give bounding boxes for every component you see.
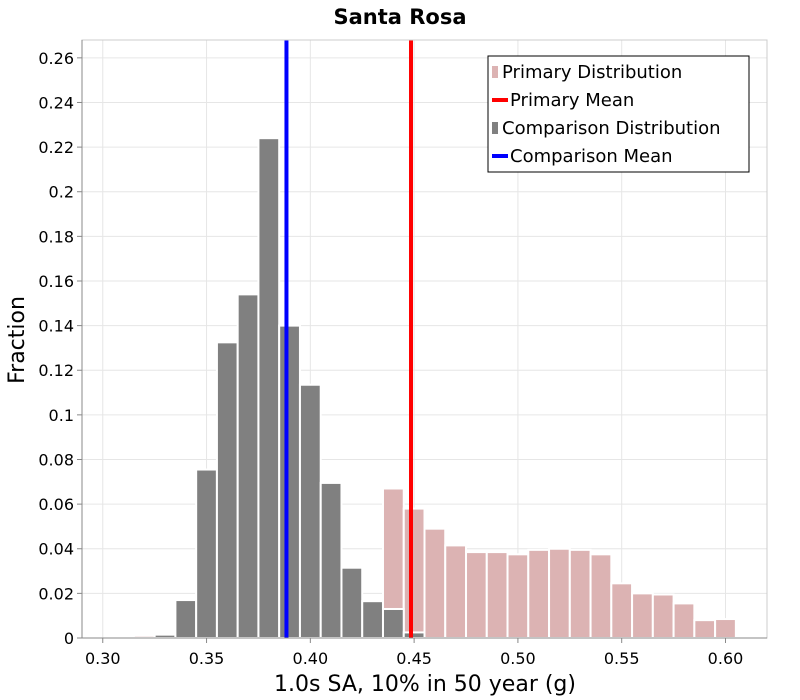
- x-tick-label: 0.55: [604, 649, 640, 668]
- comparison-distribution-bar: [257, 137, 281, 639]
- primary-distribution-bar: [568, 548, 592, 639]
- y-tick-label: 0.02: [38, 584, 74, 603]
- primary-distribution-bar: [672, 602, 696, 640]
- primary-distribution-bar: [402, 507, 426, 639]
- primary-distribution-bar: [506, 553, 530, 640]
- histogram-bars: [112, 137, 737, 640]
- y-tick-label: 0.16: [38, 272, 74, 291]
- y-tick-label: 0.06: [38, 495, 74, 514]
- legend-swatch-comparison-distribution: [492, 122, 498, 134]
- y-tick-label: 0: [64, 629, 74, 648]
- y-tick-label: 0.04: [38, 540, 74, 559]
- y-tick-label: 0.1: [49, 406, 74, 425]
- y-axis-ticks: 0 0.02 0.04 0.06 0.08 0.1 0.12 0.14 0.16 0.18 0.2 0…: [38, 49, 82, 648]
- primary-distribution-bar: [589, 553, 613, 640]
- comparison-distribution-bar: [340, 566, 364, 640]
- primary-distribution-bar: [610, 582, 634, 640]
- chart-title: Santa Rosa: [333, 5, 466, 29]
- comparison-distribution-bar: [195, 468, 218, 639]
- comparison-distribution-bar: [153, 633, 177, 640]
- y-tick-label: 0.2: [49, 183, 74, 202]
- primary-distribution-bar: [444, 544, 468, 639]
- comparison-distribution-bar: [236, 293, 260, 639]
- y-tick-label: 0.14: [38, 317, 74, 336]
- y-tick-label: 0.18: [38, 227, 74, 246]
- axes: [81, 39, 768, 639]
- mean-lines: [284, 40, 414, 638]
- comparison-distribution-bar: [402, 631, 426, 639]
- legend-label-comparison-mean: Comparison Mean: [510, 146, 673, 167]
- y-tick-label: 0.08: [38, 450, 74, 469]
- comparison-distribution-bar: [278, 324, 301, 639]
- legend-box: [487, 55, 750, 173]
- x-tick-label: 0.35: [189, 649, 225, 668]
- y-tick-label: 0.22: [38, 138, 74, 157]
- legend: Primary Distribution Primary Mean Comparis…: [487, 55, 750, 173]
- x-tick-label: 0.50: [500, 649, 536, 668]
- x-tick-label: 0.30: [85, 649, 121, 668]
- y-tick-label: 0.26: [38, 49, 74, 68]
- legend-label-primary-mean: Primary Mean: [510, 90, 634, 111]
- primary-distribution-bar: [693, 619, 717, 639]
- x-tick-label: 0.40: [293, 649, 329, 668]
- comparison-distribution-bar: [215, 341, 239, 639]
- legend-label-comparison-distribution: Comparison Distribution: [502, 118, 721, 139]
- x-tick-label: 0.60: [708, 649, 744, 668]
- primary-distribution-bar: [527, 548, 551, 639]
- x-tick-label: 0.45: [396, 649, 432, 668]
- y-tick-label: 0.12: [38, 361, 74, 380]
- x-axis-label: 1.0s SA, 10% in 50 year (g): [274, 672, 576, 697]
- primary-distribution-bar: [714, 618, 737, 639]
- legend-swatch-primary-distribution: [492, 66, 498, 78]
- primary-distribution-bar: [423, 527, 447, 640]
- legend-label-primary-distribution: Primary Distribution: [502, 62, 682, 83]
- x-axis-ticks: 0.30 0.35 0.40 0.45 0.50 0.55 0.60: [85, 638, 743, 668]
- y-axis-label: Fraction: [5, 296, 30, 384]
- comparison-distribution-bar: [319, 481, 343, 639]
- comparison-distribution-bar: [174, 599, 198, 639]
- comparison-distribution-bar: [298, 383, 322, 639]
- y-tick-label: 0.24: [38, 93, 74, 112]
- primary-distribution-bar: [485, 551, 509, 639]
- primary-distribution-bar: [548, 547, 571, 640]
- primary-distribution-bar: [651, 593, 675, 640]
- primary-distribution-bar: [631, 592, 654, 639]
- comparison-distribution-bar: [381, 607, 405, 640]
- primary-distribution-bar: [465, 551, 488, 639]
- comparison-distribution-bar: [361, 600, 384, 640]
